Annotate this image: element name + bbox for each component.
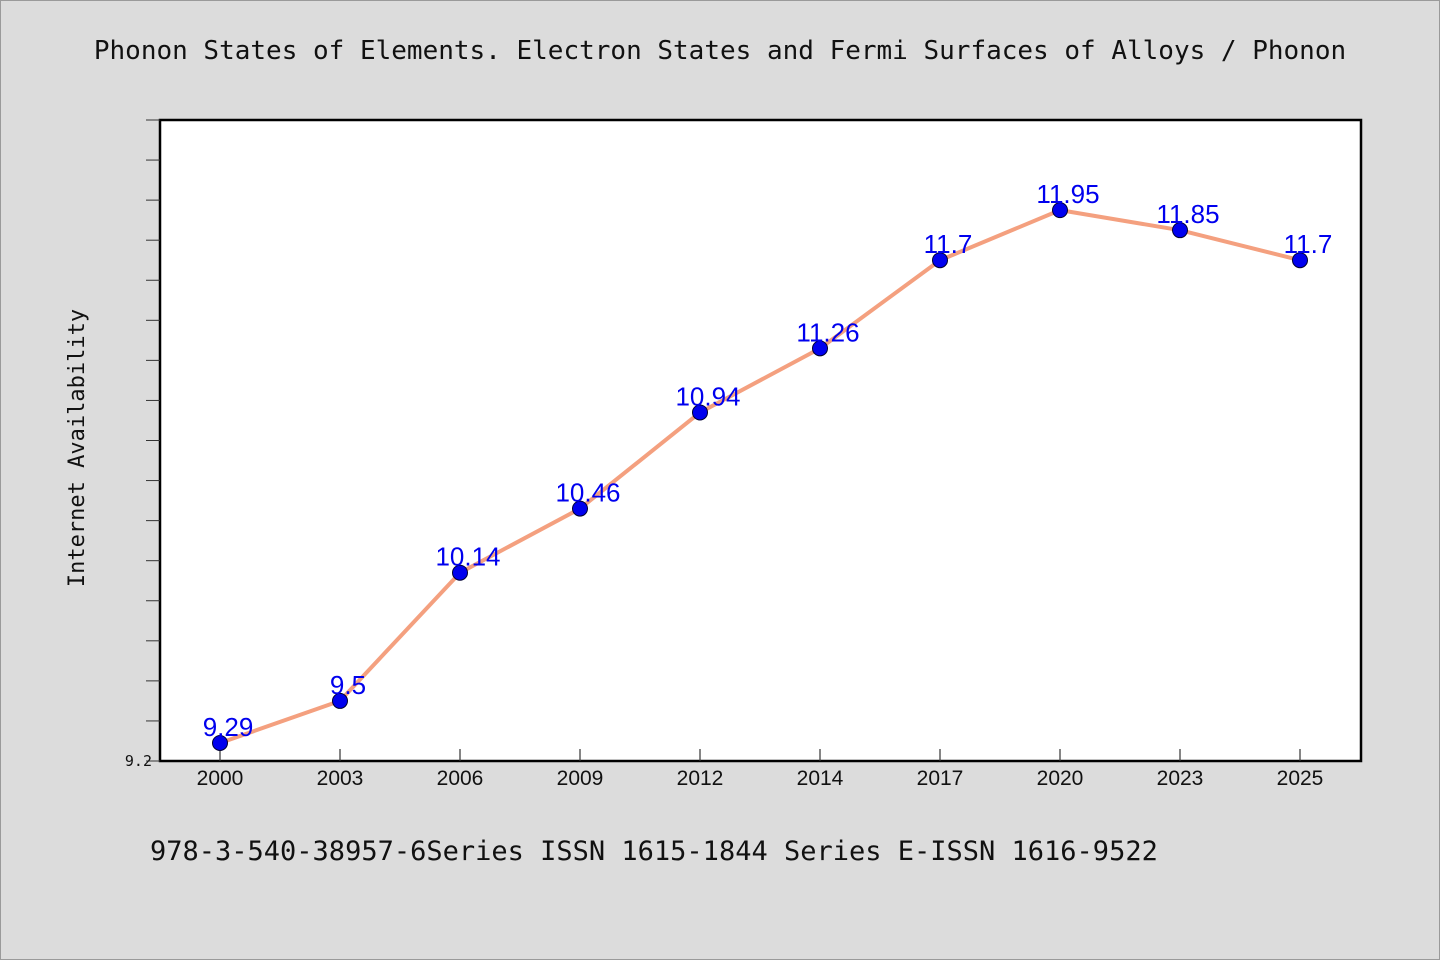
data-label: 11.7	[1284, 229, 1333, 259]
data-point	[212, 734, 228, 751]
x-tick-label: 2023	[1157, 767, 1204, 790]
series-line	[218, 208, 1302, 745]
data-point	[332, 692, 348, 709]
data-point	[572, 500, 588, 517]
data-label: 10.94	[675, 381, 740, 411]
x-tick-label: 2012	[677, 767, 724, 790]
data-point	[1052, 202, 1068, 219]
data-label: 10.46	[555, 478, 620, 508]
data-label: 11.26	[796, 317, 859, 347]
data-label: 10.14	[435, 542, 500, 572]
footer-text: 978-3-540-38957-6Series ISSN 1615-1844 S…	[150, 836, 1158, 867]
x-tick-label: 2009	[557, 767, 604, 790]
y-axis-label: Internet Availability	[65, 309, 90, 587]
x-tick-label: 2017	[917, 767, 964, 790]
data-label: 11.85	[1156, 199, 1219, 229]
data-label: 9.29	[203, 712, 254, 742]
data-label: 11.7	[924, 229, 973, 259]
y-tick-label: 9.2	[125, 752, 152, 770]
data-point	[692, 404, 708, 421]
series-group: 9.29 9.5 10.14 10.46 10.94 11.26 11.7 11.95 11.8…	[203, 179, 1333, 751]
data-point	[1292, 252, 1308, 269]
y-minor-ticks: 9.2	[125, 119, 160, 770]
data-point	[452, 564, 468, 581]
x-tick-label: 2014	[797, 767, 844, 790]
x-tick-label: 2025	[1277, 767, 1324, 790]
x-tick-label: 2000	[197, 767, 244, 790]
data-point	[932, 252, 948, 269]
x-tick-label: 2020	[1037, 767, 1084, 790]
chart-title: Phonon States of Elements. Electron Stat…	[93, 36, 1347, 66]
data-point	[812, 340, 828, 357]
data-label: 9.5	[330, 670, 366, 700]
x-tick-label: 2006	[437, 767, 484, 790]
data-point	[1172, 222, 1188, 239]
x-tick-label: 2003	[317, 767, 364, 790]
x-axis-ticks: 2000 2003 2006 2009 2012 2014 2017 2020 2023 2025	[197, 749, 1324, 790]
data-label: 11.95	[1036, 179, 1099, 209]
